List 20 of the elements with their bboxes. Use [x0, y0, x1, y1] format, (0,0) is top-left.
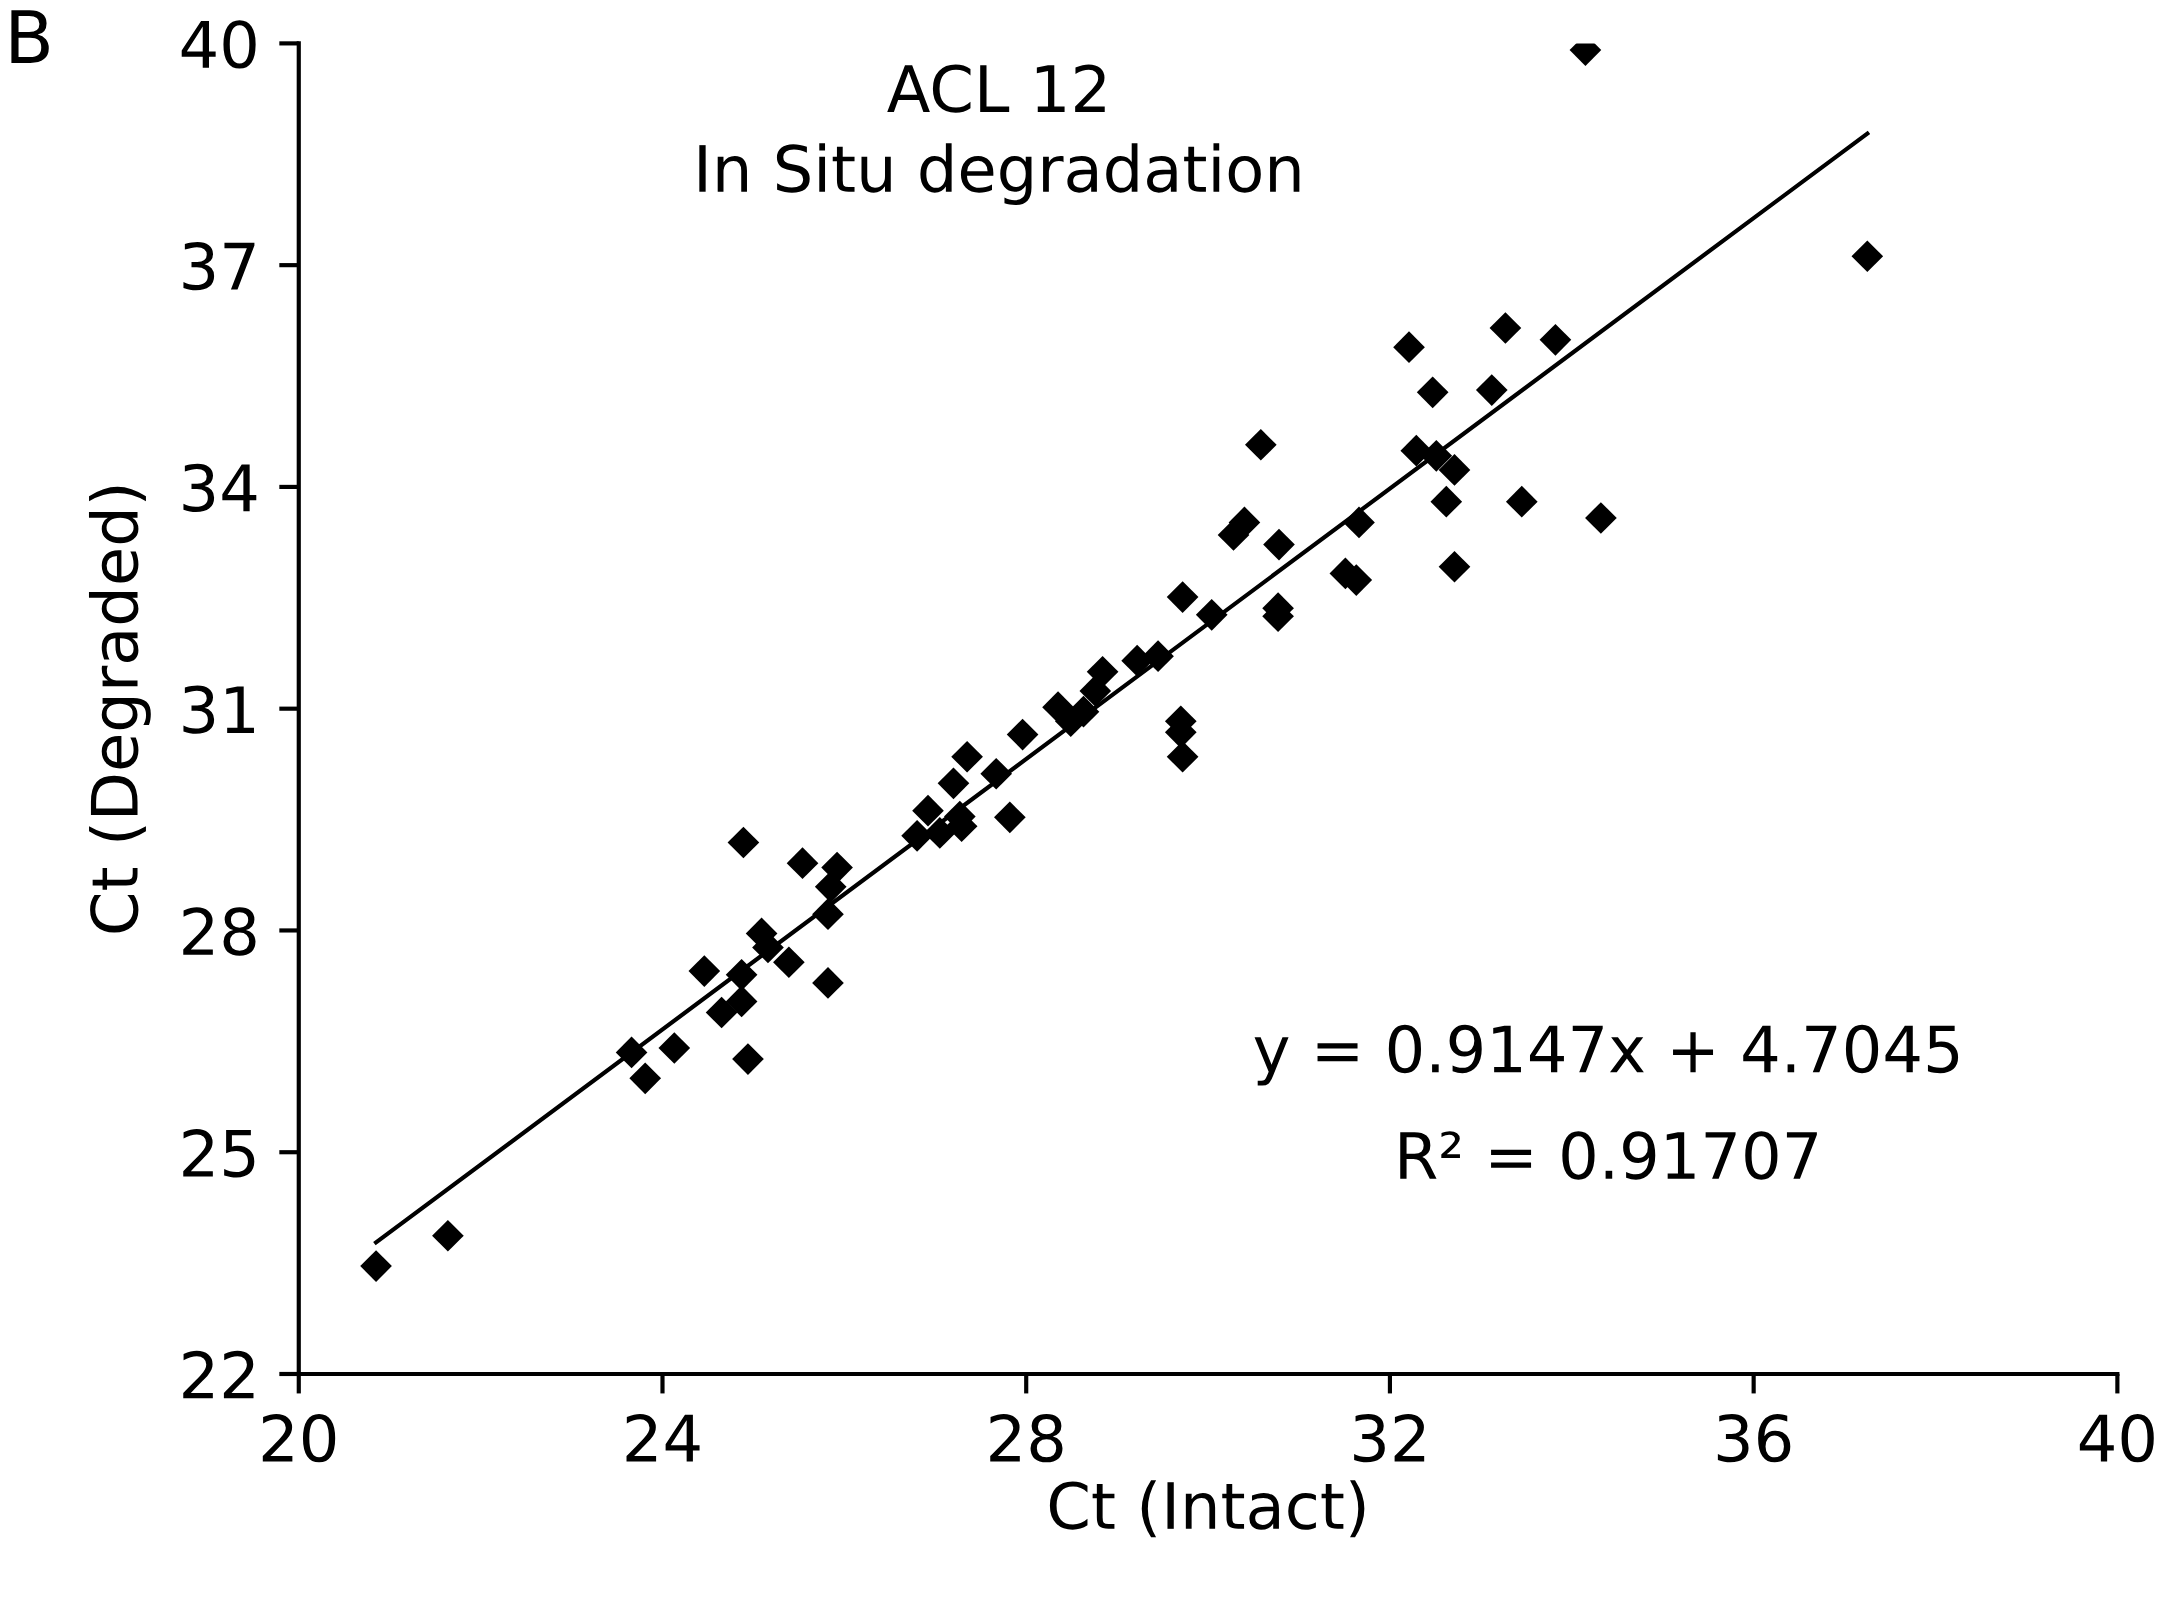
y-tick-label: 34 [183, 463, 257, 513]
x-tick-label: 20 [262, 1414, 336, 1463]
x-tick-label: 28 [990, 1414, 1063, 1463]
x-axis-title: Ct (Intact) [1049, 1480, 1365, 1538]
x-tick-label: 40 [2079, 1414, 2154, 1463]
annotation: R² = 0.91707 [1400, 1131, 1817, 1180]
x-tick-label: 24 [626, 1414, 700, 1462]
text: B [11, 10, 49, 63]
chart-title: ACL 12 [887, 64, 1105, 113]
x-tick-label: 32 [1354, 1414, 1425, 1463]
annotation: y = 0.9147x + 4.7045 [1254, 1024, 1959, 1086]
y-tick-label: 37 [183, 242, 255, 291]
y-tick-label: 31 [183, 685, 254, 734]
x-tick-label: 36 [1717, 1414, 1791, 1463]
y-tick-label: 40 [181, 20, 256, 69]
y-tick-label: 28 [183, 907, 256, 956]
y-tick-label: 25 [183, 1129, 255, 1178]
text: In Situ degradation [699, 143, 1300, 206]
y-tick-label: 22 [183, 1350, 254, 1399]
y-axis-title: Ct (Degraded) [88, 486, 151, 933]
